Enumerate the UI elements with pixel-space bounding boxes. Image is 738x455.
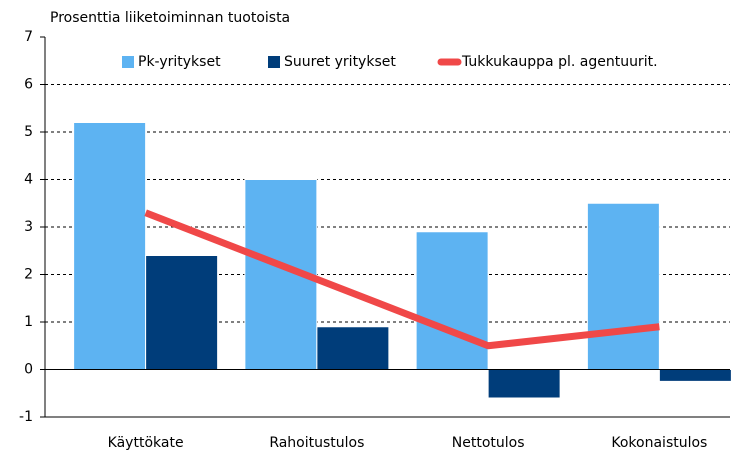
legend-label: Tukkukauppa pl. agentuurit.: [461, 54, 658, 70]
legend-swatch: [122, 56, 134, 68]
x-tick-label: Käyttökate: [108, 435, 184, 451]
bar: [316, 326, 390, 370]
bar: [415, 231, 489, 370]
bar: [658, 369, 732, 382]
legend-label: Suuret yritykset: [284, 54, 396, 70]
x-tick-label: Kokonaistulos: [611, 435, 707, 451]
y-tick-label: 7: [24, 29, 33, 45]
legend-label: Pk-yritykset: [138, 54, 221, 70]
bar: [487, 369, 561, 399]
x-tick-label: Rahoitustulos: [269, 435, 364, 451]
bar: [586, 202, 660, 370]
y-tick-label: 1: [24, 314, 33, 330]
line: [144, 209, 660, 350]
y-tick-label: 4: [24, 172, 33, 188]
x-tick-label: Nettotulos: [452, 435, 525, 451]
legend-swatch: [268, 56, 280, 68]
y-tick-label: 3: [24, 219, 33, 235]
y-tick-label: 2: [24, 267, 33, 283]
chart-title: Prosenttia liiketoiminnan tuotoista: [50, 10, 290, 26]
bar: [73, 122, 147, 370]
y-tick-label: 6: [24, 77, 33, 93]
y-tick-label: 5: [24, 124, 33, 140]
y-tick-label: -1: [19, 409, 33, 425]
bar: [145, 255, 219, 370]
y-tick-label: 0: [24, 362, 33, 378]
